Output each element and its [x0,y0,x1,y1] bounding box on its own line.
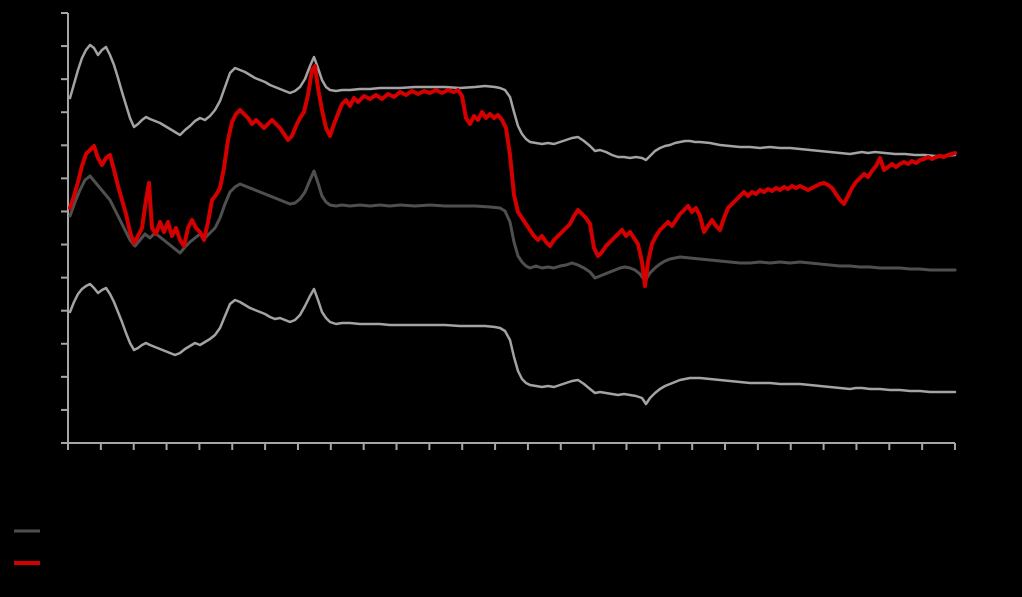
series-line-mid-dark [68,169,957,283]
series-line-lower-band [68,282,957,406]
series-line-red-main [68,64,957,288]
y-axis-ticks [61,12,68,444]
series-line-upper-band [68,43,957,162]
legend [14,529,40,565]
x-axis-ticks [67,443,956,450]
